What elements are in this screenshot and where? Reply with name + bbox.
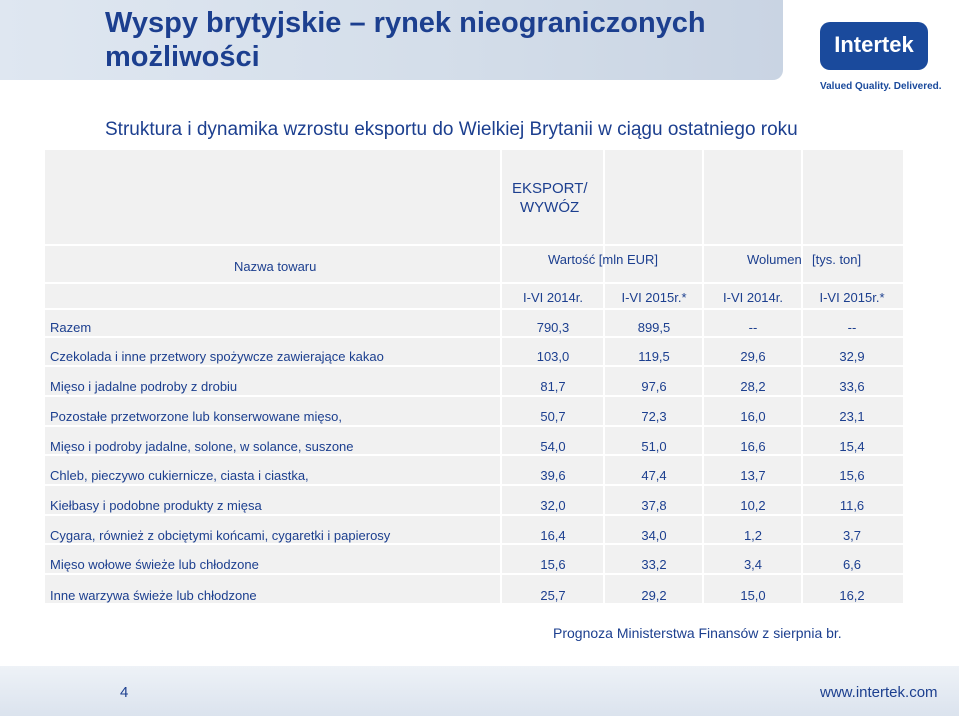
row-value: 15,6 [540, 557, 566, 572]
row-value: 16,4 [540, 528, 566, 543]
row-value: 81,7 [540, 379, 566, 394]
row-label: Mięso i podroby jadalne, solone, w solan… [50, 439, 354, 454]
row-divider [45, 425, 903, 427]
volume-header: Wolumen [747, 252, 802, 267]
row-value: 10,2 [740, 498, 766, 513]
row-value: 23,1 [839, 409, 865, 424]
page-number: 4 [120, 684, 129, 701]
value-header: Wartość [mln EUR] [548, 252, 659, 267]
row-value: -- [748, 320, 758, 335]
row-value: 50,7 [540, 409, 566, 424]
logo-text: Intertek [834, 32, 914, 57]
period-header: I-VI 2014r. [523, 290, 583, 305]
period-header: I-VI 2015r.* [819, 290, 885, 305]
row-divider [45, 454, 903, 456]
period-header: I-VI 2015r.* [621, 290, 687, 305]
row-value: 97,6 [641, 379, 667, 394]
row-label: Mięso i jadalne podroby z drobiu [50, 379, 238, 394]
footnote: Prognoza Ministerstwa Finansów z sierpni… [553, 625, 842, 641]
row-value: 33,6 [839, 379, 865, 394]
row-value: 25,7 [540, 588, 566, 603]
row-value: 72,3 [641, 409, 667, 424]
logo-tagline: Valued Quality. Delivered. [820, 81, 942, 92]
row-value: 32,0 [540, 498, 566, 513]
group-header-line1: EKSPORT/ [512, 180, 588, 197]
row-value: 16,0 [740, 409, 766, 424]
row-label: Razem [50, 320, 92, 335]
row-value: 54,0 [540, 439, 566, 454]
row-label: Inne warzywa świeże lub chłodzone [50, 588, 257, 603]
row-value: 51,0 [641, 439, 667, 454]
row-label: Kiełbasy i podobne produkty z mięsa [50, 498, 262, 513]
row-value: 15,4 [839, 439, 865, 454]
row-value: 16,2 [839, 588, 865, 603]
row-divider [45, 365, 903, 367]
row-value: 33,2 [641, 557, 667, 572]
volume-unit: [tys. ton] [812, 252, 862, 267]
row-value: 13,7 [740, 468, 766, 483]
intertek-logo: Intertek [820, 22, 928, 70]
row-value: 37,8 [641, 498, 667, 513]
column-divider [603, 150, 605, 603]
row-value: 11,6 [839, 498, 865, 513]
period-header: I-VI 2014r. [723, 290, 783, 305]
row-value: 15,6 [839, 468, 865, 483]
row-divider [45, 244, 903, 246]
row-divider [45, 336, 903, 338]
row-divider [45, 543, 903, 545]
row-divider [45, 573, 903, 575]
row-label: Mięso wołowe świeże lub chłodzone [50, 557, 259, 572]
column-divider [801, 150, 803, 603]
row-value: 6,6 [842, 557, 862, 572]
row-divider [45, 484, 903, 486]
row-label: Czekolada i inne przetwory spożywcze zaw… [50, 349, 384, 364]
row-divider [45, 514, 903, 516]
row-label: Chleb, pieczywo cukiernicze, ciasta i ci… [50, 468, 309, 483]
row-value: 32,9 [839, 349, 865, 364]
row-value: 15,0 [740, 588, 766, 603]
website-link[interactable]: www.intertek.com [820, 684, 938, 701]
footer-bar [0, 666, 959, 716]
row-value: 29,6 [740, 349, 766, 364]
col-name-header: Nazwa towaru [234, 259, 317, 274]
title-banner [0, 0, 783, 80]
row-value: 39,6 [540, 468, 566, 483]
row-value: 47,4 [641, 468, 667, 483]
row-value: 790,3 [536, 320, 570, 335]
row-value: 28,2 [740, 379, 766, 394]
row-value: 34,0 [641, 528, 667, 543]
row-value: 3,7 [842, 528, 862, 543]
row-divider [45, 282, 903, 284]
row-value: 103,0 [536, 349, 570, 364]
row-label: Cygara, również z obciętymi końcami, cyg… [50, 528, 391, 543]
row-divider [45, 395, 903, 397]
row-divider [45, 308, 903, 310]
slide-subtitle: Struktura i dynamika wzrostu eksportu do… [105, 119, 798, 140]
export-table [45, 150, 903, 603]
row-value: 899,5 [637, 320, 671, 335]
page-title: Wyspy brytyjskie – rynek nieograniczonyc… [105, 7, 706, 73]
column-divider [500, 150, 502, 603]
row-value: 16,6 [740, 439, 766, 454]
row-value: 29,2 [641, 588, 667, 603]
row-label: Pozostałe przetworzone lub konserwowane … [50, 409, 342, 424]
row-value: 3,4 [743, 557, 763, 572]
row-value: -- [847, 320, 857, 335]
row-value: 119,5 [638, 349, 670, 364]
row-value: 1,2 [743, 528, 763, 543]
column-divider [702, 150, 704, 603]
group-header-line2: WYWÓZ [520, 199, 580, 216]
